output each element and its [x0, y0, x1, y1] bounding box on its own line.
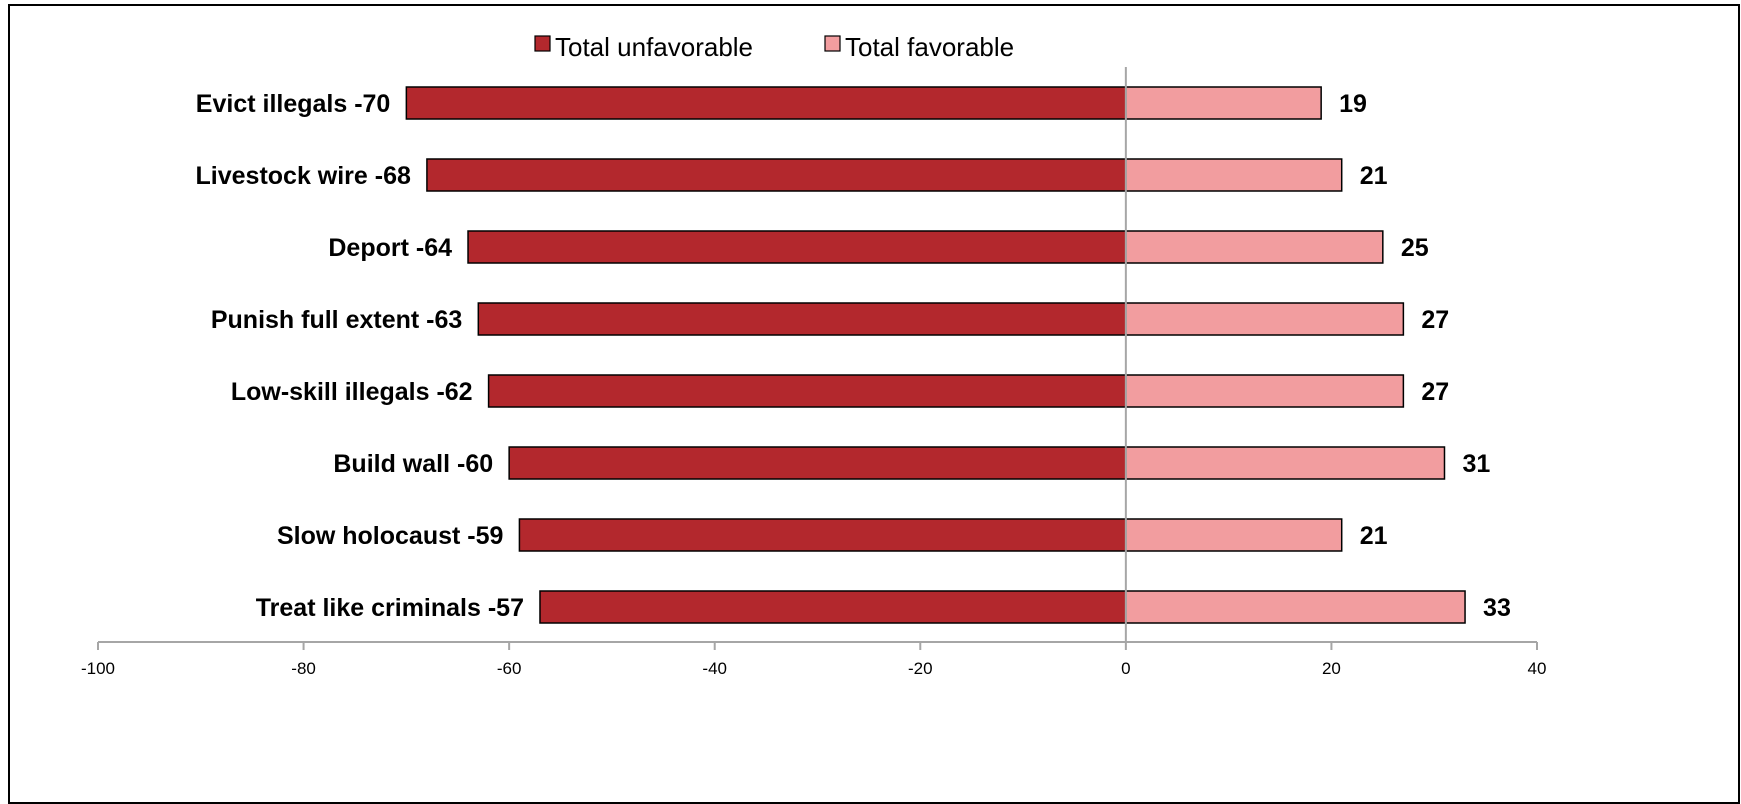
legend: Total unfavorable Total favorable	[534, 32, 1014, 62]
x-tick-label: -80	[291, 659, 316, 678]
favorable-value-label: 19	[1339, 90, 1367, 118]
x-tick-label: -100	[81, 659, 115, 678]
bars-group	[405, 86, 1466, 624]
bar-unfavorable	[405, 86, 1127, 120]
x-tick-label: -40	[702, 659, 727, 678]
favorable-value-label: 27	[1421, 306, 1449, 334]
labels-group: Evict illegals -70 19 Livestock wire -68 21…	[196, 90, 1511, 622]
x-tick-label: 20	[1322, 659, 1341, 678]
category-label: Evict illegals -70	[196, 90, 391, 118]
favorable-value-label: 21	[1360, 522, 1388, 550]
x-tick-label: 0	[1121, 659, 1130, 678]
x-tick-label: -60	[497, 659, 522, 678]
legend-swatch	[534, 35, 551, 52]
bar-unfavorable	[477, 302, 1127, 336]
chart-frame: Total unfavorable Total favorable -100 -80…	[8, 4, 1740, 804]
favorable-value-label: 21	[1360, 162, 1388, 190]
category-label: Deport -64	[328, 234, 452, 262]
x-tick-label: 40	[1528, 659, 1547, 678]
x-axis: -100 -80 -60 -40 -20 0 20 40	[81, 67, 1546, 678]
bar-favorable	[1125, 86, 1322, 120]
favorable-value-label: 27	[1421, 378, 1449, 406]
bar-unfavorable	[467, 230, 1127, 264]
category-label: Treat like criminals -57	[256, 594, 524, 622]
bar-favorable	[1125, 590, 1466, 624]
category-label: Punish full extent -63	[211, 306, 462, 334]
favorable-value-label: 25	[1401, 234, 1429, 262]
bar-favorable	[1125, 374, 1405, 408]
bar-favorable	[1125, 158, 1343, 192]
category-label: Low-skill illegals -62	[231, 378, 473, 406]
legend-label: Total unfavorable	[555, 32, 753, 62]
bar-unfavorable	[426, 158, 1127, 192]
bar-chart: Total unfavorable Total favorable -100 -80…	[81, 32, 1546, 678]
category-label: Build wall -60	[333, 450, 493, 478]
bar-unfavorable	[539, 590, 1127, 624]
bar-unfavorable	[487, 374, 1127, 408]
legend-label: Total favorable	[845, 32, 1014, 62]
bar-favorable	[1125, 230, 1384, 264]
legend-swatch	[824, 35, 841, 52]
favorable-value-label: 33	[1483, 594, 1511, 622]
bar-unfavorable	[508, 446, 1127, 480]
favorable-value-label: 31	[1462, 450, 1490, 478]
bar-favorable	[1125, 518, 1343, 552]
bar-favorable	[1125, 302, 1405, 336]
bar-favorable	[1125, 446, 1446, 480]
category-label: Livestock wire -68	[196, 162, 411, 190]
x-tick-label: -20	[908, 659, 933, 678]
bar-unfavorable	[518, 518, 1127, 552]
category-label: Slow holocaust -59	[277, 522, 503, 550]
